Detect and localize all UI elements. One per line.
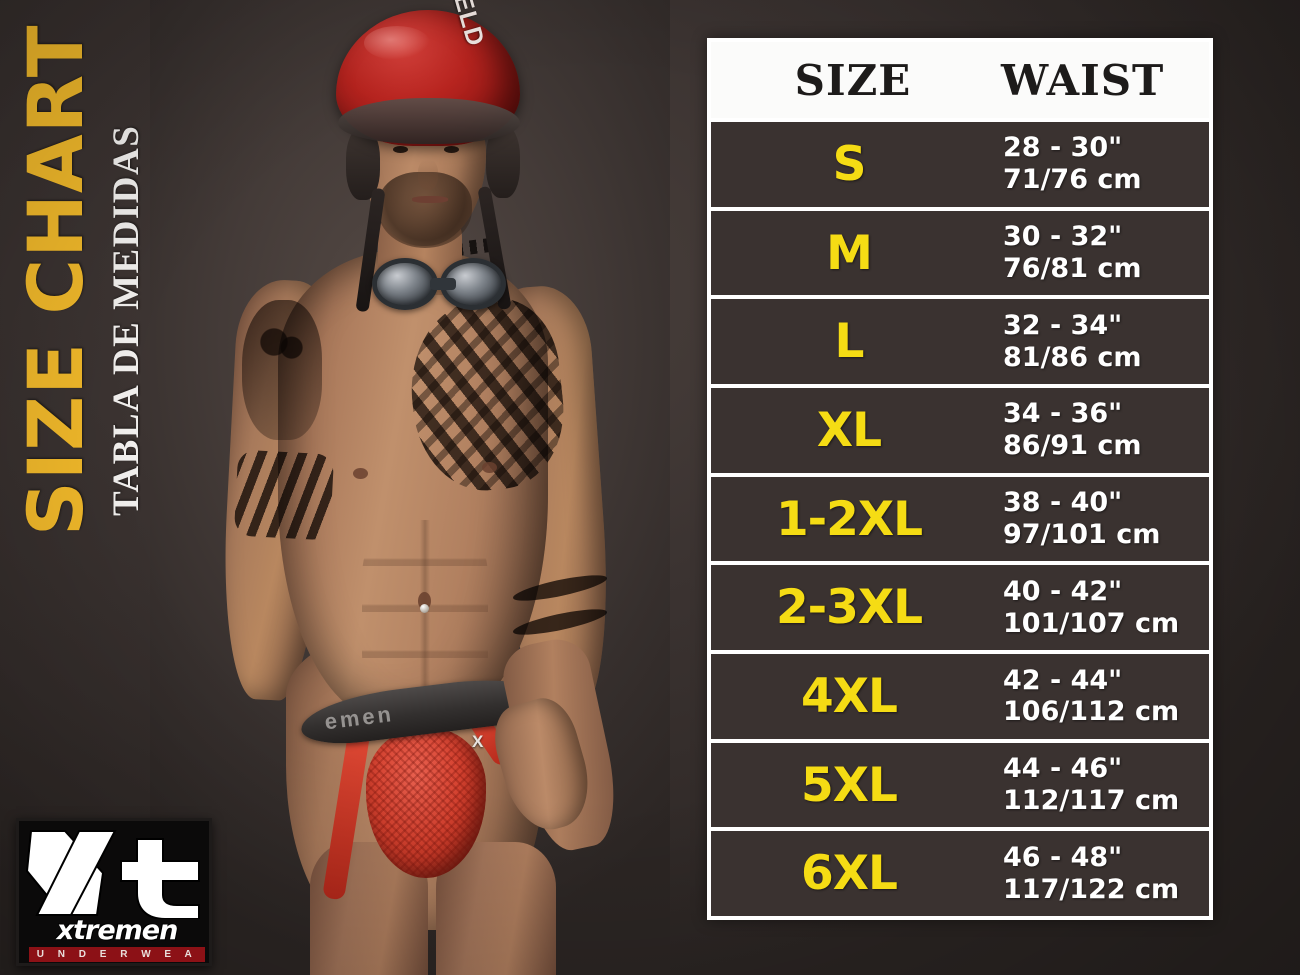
page-subtitle: TABLA DE MEDIDAS xyxy=(106,124,147,516)
waist-inches: 42 - 44" xyxy=(1003,664,1123,696)
cell-size: 4XL xyxy=(801,668,898,724)
model-abs xyxy=(362,520,488,710)
cell-waist: 32 - 34" 81/86 cm xyxy=(987,310,1209,374)
table-row: 6XL 46 - 48" 117/122 cm xyxy=(711,827,1209,917)
goggle-bridge xyxy=(430,278,456,290)
cell-size: L xyxy=(834,314,865,370)
waist-centimeters: 112/117 cm xyxy=(1003,785,1180,817)
waist-centimeters: 86/91 cm xyxy=(1003,430,1142,462)
table-row: 5XL 44 - 46" 112/117 cm xyxy=(711,738,1209,828)
navel-piercing xyxy=(420,604,429,613)
cell-waist: 38 - 40" 97/101 cm xyxy=(987,487,1209,551)
table-row: L 32 - 34" 81/86 cm xyxy=(711,295,1209,385)
table-row: M 30 - 32" 76/81 cm xyxy=(711,206,1209,296)
model-mouth xyxy=(412,196,448,203)
table-body: S 28 - 30" 71/76 cm M 30 - 32" 76/81 cm L 32 - … xyxy=(711,118,1209,917)
model-nose xyxy=(418,160,438,190)
waist-centimeters: 97/101 cm xyxy=(1003,519,1161,551)
page-title: SIZE CHART xyxy=(11,24,100,536)
cell-waist: 42 - 44" 106/112 cm xyxy=(987,665,1209,729)
goggles xyxy=(372,252,512,314)
model-nipple-left xyxy=(353,468,368,479)
table-row: 1-2XL 38 - 40" 97/101 cm xyxy=(711,472,1209,562)
waist-inches: 32 - 34" xyxy=(1003,309,1123,341)
model-photo: ELD emen X xyxy=(150,0,670,975)
brand-name: xtremen xyxy=(56,915,179,946)
cell-size: 1-2XL xyxy=(775,491,923,547)
waist-inches: 44 - 46" xyxy=(1003,753,1123,785)
waist-centimeters: 71/76 cm xyxy=(1003,164,1142,196)
cell-size: S xyxy=(832,136,867,192)
waistband-brand-text: emen xyxy=(323,701,396,735)
column-header-waist: WAIST xyxy=(1001,55,1165,105)
jockstrap-mesh-texture xyxy=(366,728,486,878)
cell-size: 2-3XL xyxy=(775,580,923,636)
goggle-lens-left xyxy=(372,258,438,310)
cell-waist: 46 - 48" 117/122 cm xyxy=(987,842,1209,906)
xt-monogram-icon xyxy=(19,823,209,919)
table-row: 4XL 42 - 44" 106/112 cm xyxy=(711,650,1209,739)
size-table: SIZE WAIST S 28 - 30" 71/76 cm M 30 - 32" 76/… xyxy=(707,38,1213,920)
brand-logo: xtremen U N D E R W E A R xyxy=(16,818,212,966)
cell-size: 5XL xyxy=(801,757,898,813)
model-figure: ELD emen X xyxy=(150,0,670,975)
jockstrap-x-logo: X xyxy=(472,732,484,751)
model-nipple-right xyxy=(482,462,497,473)
waist-centimeters: 81/86 cm xyxy=(1003,341,1142,373)
waist-inches: 40 - 42" xyxy=(1003,575,1123,607)
helmet-brim xyxy=(338,98,520,144)
waist-inches: 46 - 48" xyxy=(1003,841,1123,873)
waist-centimeters: 101/107 cm xyxy=(1003,607,1180,639)
model-eye-right xyxy=(444,146,459,153)
wolf-tattoo xyxy=(242,300,322,440)
brand-tagline: U N D E R W E A R xyxy=(29,947,205,962)
waist-centimeters: 106/112 cm xyxy=(1003,696,1180,728)
waist-centimeters: 76/81 cm xyxy=(1003,253,1142,284)
cell-size: XL xyxy=(816,402,882,458)
model-eye-left xyxy=(393,146,408,153)
cell-waist: 40 - 42" 101/107 cm xyxy=(987,576,1209,640)
cell-waist: 34 - 36" 86/91 cm xyxy=(987,398,1209,462)
table-header-row: SIZE WAIST xyxy=(711,42,1209,118)
waist-inches: 28 - 30" xyxy=(1003,132,1123,164)
cell-waist: 28 - 30" 71/76 cm xyxy=(987,132,1209,196)
cell-size: M xyxy=(826,225,873,281)
table-row: XL 34 - 36" 86/91 cm xyxy=(711,384,1209,473)
column-header-size: SIZE xyxy=(794,55,912,105)
cell-waist: 44 - 46" 112/117 cm xyxy=(987,753,1209,817)
cell-size: 6XL xyxy=(801,846,898,902)
jockstrap-pouch xyxy=(366,728,486,878)
armband-tattoo xyxy=(233,449,335,541)
waist-inches: 38 - 40" xyxy=(1003,487,1123,519)
model-beard xyxy=(378,172,472,248)
cell-waist: 30 - 32" 76/81 cm xyxy=(987,221,1209,285)
table-row: 2-3XL 40 - 42" 101/107 cm xyxy=(711,561,1209,651)
title-block: SIZE CHART TABLA DE MEDIDAS xyxy=(0,0,175,560)
table-row: S 28 - 30" 71/76 cm xyxy=(711,118,1209,207)
helmet-highlight xyxy=(364,26,430,60)
waist-centimeters: 117/122 cm xyxy=(1003,873,1180,905)
waist-inches: 30 - 32" xyxy=(1003,221,1123,253)
waist-inches: 34 - 36" xyxy=(1003,398,1123,430)
